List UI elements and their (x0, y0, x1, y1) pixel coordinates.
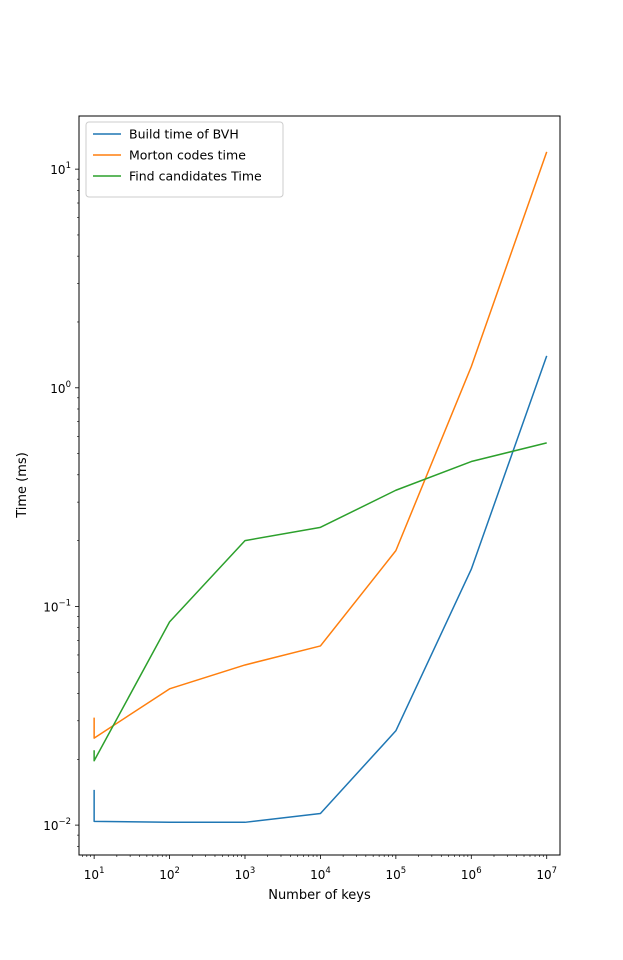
legend-label: Morton codes time (129, 148, 246, 163)
y-tick-label: 10−1 (43, 598, 71, 614)
x-tick-base: 10 (310, 868, 325, 882)
series-line-1 (93, 355, 548, 824)
y-tick-base: 10 (50, 163, 65, 177)
x-tick-label: 103 (235, 866, 256, 882)
legend-label: Build time of BVH (129, 127, 239, 142)
legend-label: Find candidates Time (129, 169, 262, 184)
y-tick-base: 10 (50, 382, 65, 396)
x-tick-label: 107 (536, 866, 557, 882)
y-axis-label: Time (ms) (15, 452, 30, 519)
x-tick-base: 10 (159, 868, 174, 882)
x-tick-base: 10 (84, 868, 99, 882)
y-tick-label: 10−2 (43, 817, 71, 833)
y-tick-base: 10 (43, 819, 58, 833)
y-tick-exponent: 0 (66, 380, 71, 390)
y-tick-label: 101 (50, 161, 71, 177)
legend-box (85, 121, 284, 198)
x-tick-base: 10 (386, 868, 401, 882)
plot-frame (78, 115, 561, 856)
x-tick-label: 101 (84, 866, 105, 882)
x-tick-exponent: 5 (401, 866, 406, 876)
x-tick-exponent: 6 (476, 866, 481, 876)
y-tick-label: 100 (50, 380, 71, 396)
x-tick-exponent: 4 (325, 866, 330, 876)
x-tick-exponent: 2 (174, 866, 179, 876)
x-tick-base: 10 (536, 868, 551, 882)
x-tick-exponent: 1 (99, 866, 104, 876)
x-tick-exponent: 3 (250, 866, 255, 876)
x-axis-label: Number of keys (268, 888, 371, 903)
x-axis-ticks: 101 102 103 104 105 106 107 (82, 855, 557, 882)
x-tick-label: 102 (159, 866, 180, 882)
y-tick-base: 10 (43, 600, 58, 614)
x-tick-base: 10 (235, 868, 250, 882)
x-tick-exponent: 7 (552, 866, 557, 876)
series-lines (93, 151, 548, 824)
x-tick-base: 10 (461, 868, 476, 882)
x-tick-label: 104 (310, 866, 331, 882)
series-line-3 (93, 442, 547, 762)
series-line-2 (93, 151, 548, 739)
x-tick-label: 106 (461, 866, 482, 882)
y-tick-exponent: 1 (66, 161, 71, 171)
y-tick-exponent: −1 (58, 598, 71, 608)
y-tick-exponent: −2 (58, 817, 71, 827)
x-tick-label: 105 (386, 866, 407, 882)
legend: Build time of BVH Morton codes time Find c… (85, 121, 284, 198)
